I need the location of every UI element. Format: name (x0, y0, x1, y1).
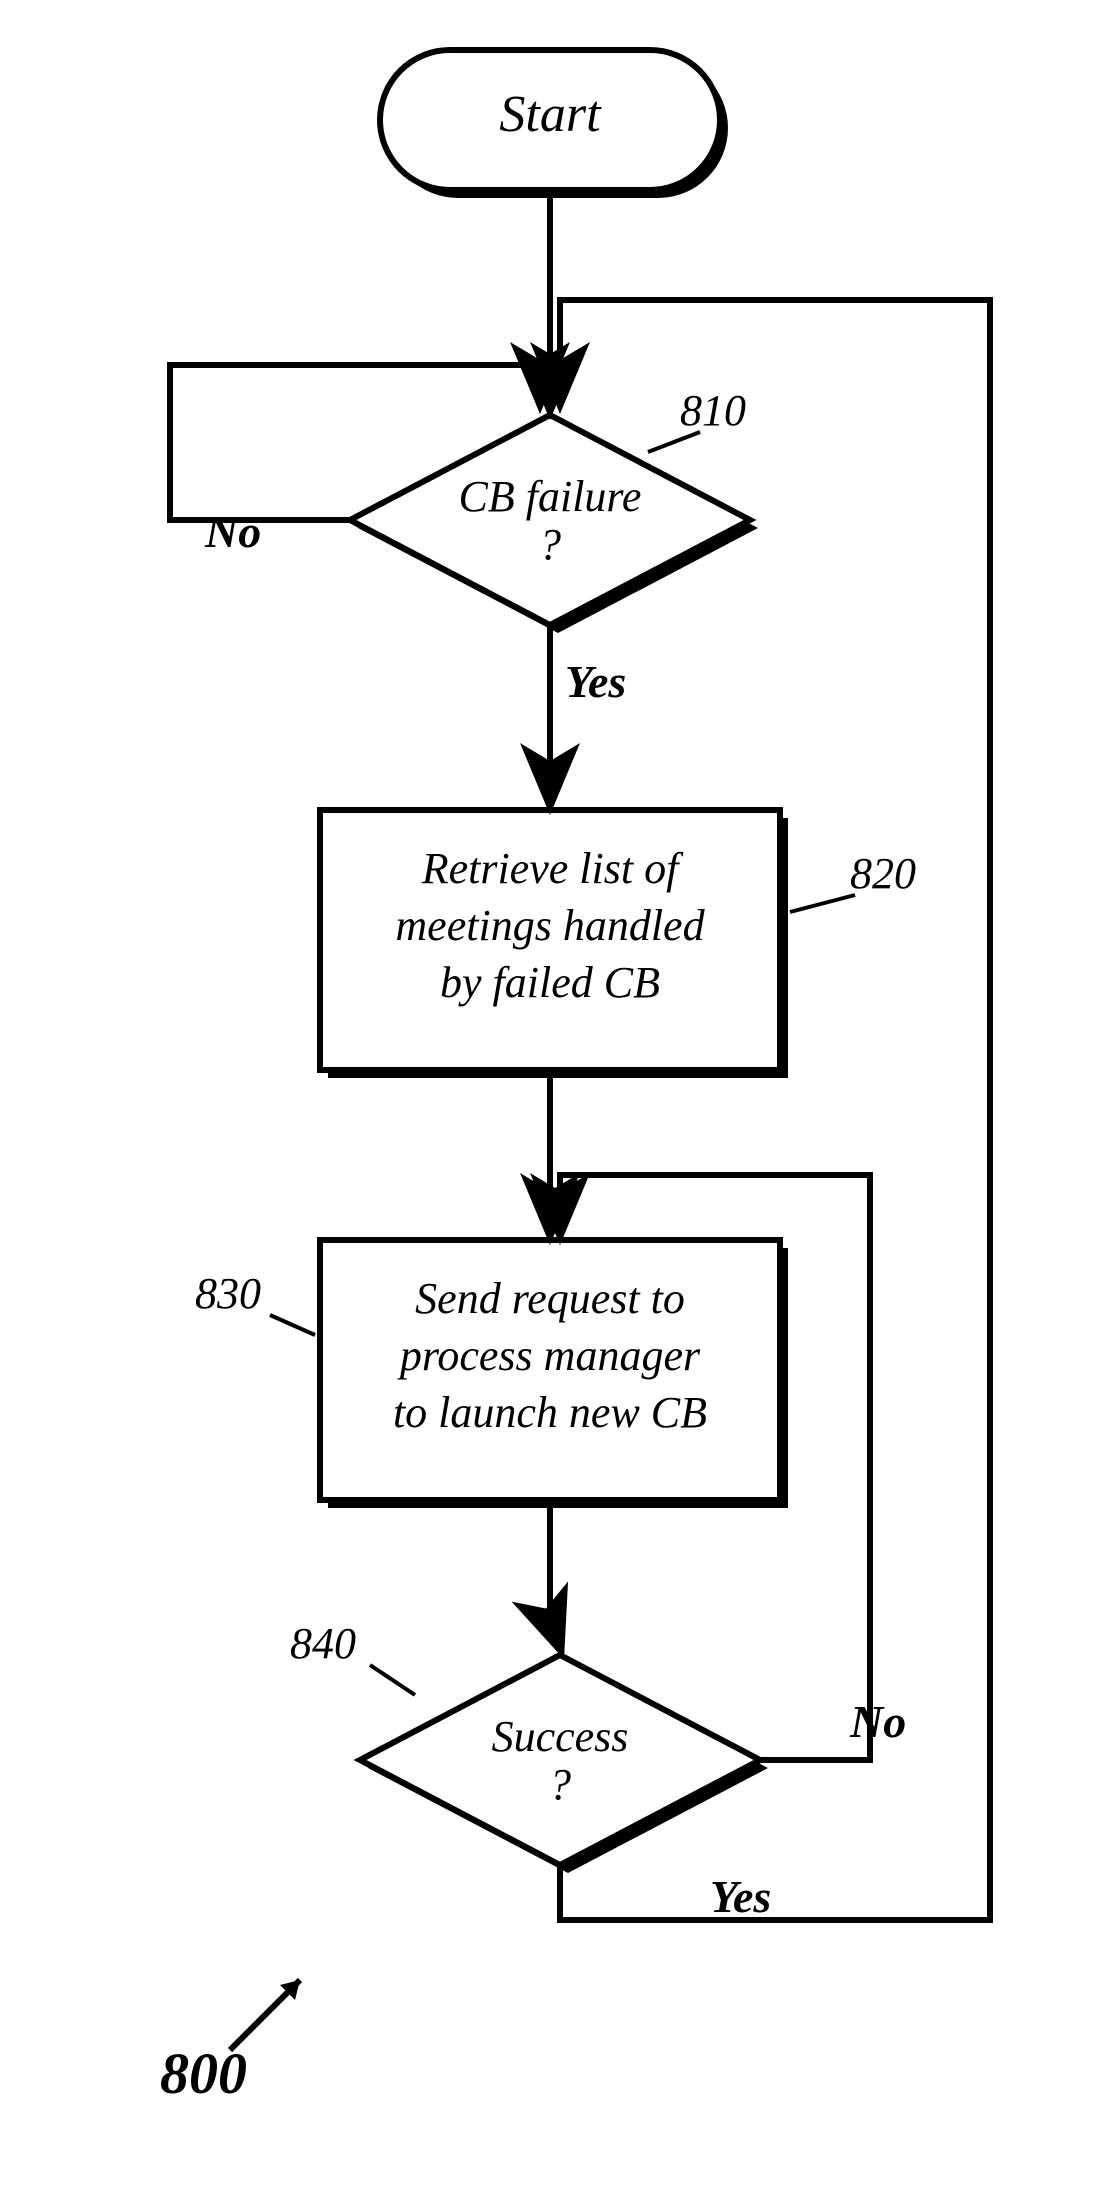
process1-node (320, 810, 780, 1070)
flowchart-canvas (0, 0, 1093, 2212)
start-node (380, 50, 720, 190)
leader-840 (370, 1665, 415, 1695)
decision2-node (360, 1655, 760, 1865)
leader-810 (648, 432, 700, 452)
process2-node (320, 1240, 780, 1500)
edge-process2-decision2 (550, 1500, 560, 1648)
leader-820 (790, 895, 855, 912)
leader-830 (270, 1315, 315, 1335)
decision1-node (350, 415, 750, 625)
